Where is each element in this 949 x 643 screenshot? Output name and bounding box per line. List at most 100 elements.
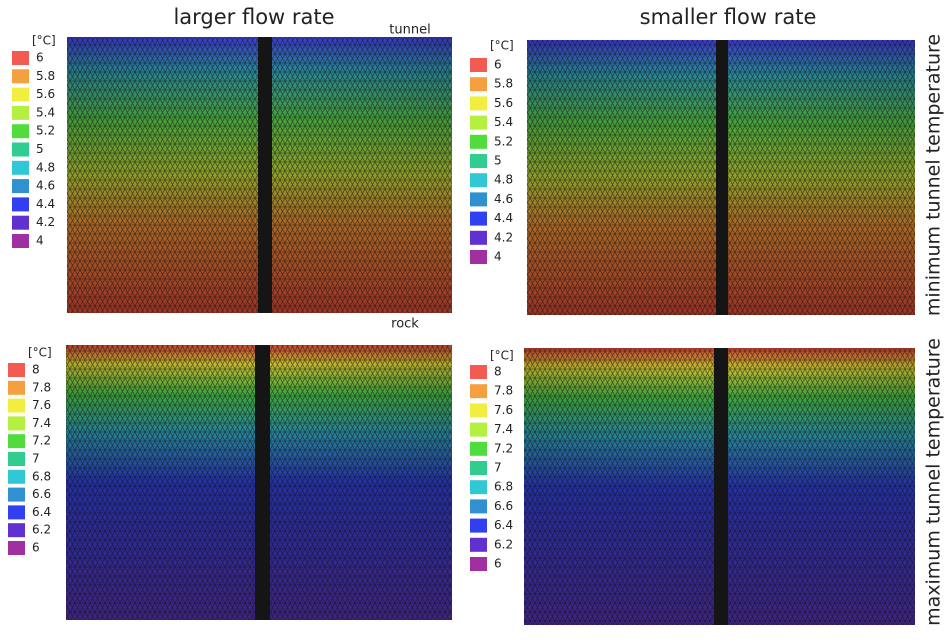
legend-label: 4.6 [494,192,513,206]
legend-swatch [470,441,487,456]
legend-label: 4.8 [494,173,513,187]
legend-swatch [470,384,487,399]
legend-label: 7.4 [494,422,513,436]
legend-swatch [8,523,25,538]
legend-swatch [470,250,487,264]
legend-swatch [8,469,25,484]
legend-label: 7 [32,452,40,466]
legend-swatch [8,363,25,377]
legend-label: 6 [494,58,502,72]
legend-label: 5 [36,142,44,156]
legend-label: 7.8 [32,380,51,394]
legend-label: 4.6 [36,179,55,193]
row-title: maximum tunnel temperature [923,338,945,626]
legend-label: 7.2 [494,441,513,455]
legend-label: 5.6 [36,87,55,101]
legend-swatch [12,142,29,157]
legend-swatch [12,215,29,230]
legend-swatch [8,398,25,413]
legend-swatch [12,179,29,194]
legend-label: 4 [36,234,44,248]
panel-max-small [524,348,915,625]
legend-swatch [12,105,29,120]
legend-label: 7.6 [32,398,51,412]
legend-swatch [470,192,487,207]
legend-unit: [°C] [32,34,56,48]
legend-swatch [470,365,487,379]
legend-label: 6.2 [494,537,513,551]
legend-swatch [470,557,487,571]
annotation: rock [391,317,419,332]
legend-label: 7.6 [494,403,513,417]
legend-label: 4.2 [36,215,55,229]
legend-swatch [8,541,25,555]
legend-label: 5.8 [36,69,55,83]
legend-swatch [470,461,487,475]
legend-swatch [12,124,29,139]
legend-swatch [8,505,25,520]
legend-swatch [470,211,487,226]
legend-label: 5.8 [494,77,513,91]
panel-min-large [67,37,452,313]
legend-swatch [12,87,29,102]
legend-swatch [12,69,29,84]
legend-swatch [8,452,25,466]
legend-swatch [470,173,487,188]
legend-swatch [470,154,487,168]
legend-swatch [12,51,29,65]
legend-label: 6.6 [32,487,51,501]
legend-swatch [470,518,487,533]
legend-swatch [470,480,487,495]
legend-swatch [470,115,487,130]
legend-label: 4.8 [36,160,55,174]
legend-swatch [12,160,29,175]
legend-label: 8 [32,363,40,377]
legend-label: 7.4 [32,416,51,430]
legend-label: 5.2 [494,134,513,148]
legend-label: 5.4 [36,105,55,119]
legend-swatch [470,134,487,149]
legend-label: 6 [494,557,502,571]
legend-unit: [°C] [490,349,514,363]
panel-max-large [66,345,452,620]
legend-label: 6 [32,541,40,555]
legend-label: 5.4 [494,115,513,129]
legend-swatch [12,234,29,248]
legend-swatch [470,403,487,418]
legend-label: 6.8 [32,469,51,483]
legend-swatch [470,77,487,92]
legend-label: 6.8 [494,480,513,494]
row-title: minimum tunnel temperature [923,34,945,316]
legend-label: 6 [36,51,44,65]
legend-label: 6.2 [32,523,51,537]
legend-label: 7.8 [494,384,513,398]
legend-label: 4.2 [494,230,513,244]
legend-label: 6.6 [494,499,513,513]
legend-label: 7 [494,461,502,475]
legend-swatch [8,380,25,395]
legend-swatch [12,197,29,212]
legend-swatch [470,96,487,111]
legend-label: 4 [494,250,502,264]
column-title: smaller flow rate [640,5,817,29]
column-title: larger flow rate [173,5,334,29]
legend-unit: [°C] [28,346,52,360]
legend-label: 8 [494,365,502,379]
legend-label: 5.6 [494,96,513,110]
legend-swatch [8,434,25,449]
legend-label: 4.4 [494,211,513,225]
legend-swatch [470,58,487,72]
legend-swatch [8,487,25,502]
annotation: tunnel [389,23,430,38]
legend-label: 5 [494,154,502,168]
panel-min-small [527,40,915,315]
legend-label: 4.4 [36,197,55,211]
legend-swatch [470,422,487,437]
legend-label: 6.4 [32,505,51,519]
legend-swatch [470,499,487,514]
legend-label: 5.2 [36,124,55,138]
legend-swatch [8,416,25,431]
legend-unit: [°C] [490,39,514,53]
legend-swatch [470,230,487,245]
